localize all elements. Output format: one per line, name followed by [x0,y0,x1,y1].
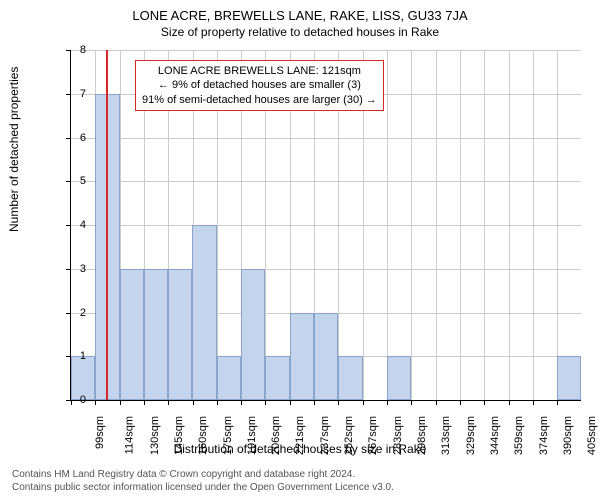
x-tick-mark [460,400,461,405]
grid-line-v [509,50,510,400]
histogram-bar [120,269,144,400]
x-tick-label: 405sqm [586,416,598,455]
grid-line-h [71,138,581,139]
x-tick-label: 359sqm [513,416,525,455]
y-tick-label: 1 [72,350,86,362]
y-tick-mark [66,94,71,95]
y-tick-mark [66,225,71,226]
footer-line-1: Contains HM Land Registry data © Crown c… [12,468,394,481]
grid-line-v [460,50,461,400]
y-tick-mark [66,181,71,182]
x-tick-label: 267sqm [368,416,380,455]
histogram-bar [192,225,217,400]
footer-text: Contains HM Land Registry data © Crown c… [12,468,394,494]
y-tick-label: 7 [72,88,86,100]
histogram-bar [144,269,168,400]
x-tick-mark [95,400,96,405]
grid-line-v [411,50,412,400]
x-tick-label: 99sqm [94,416,106,449]
histogram-bar [217,356,241,400]
annotation-line-1: LONE ACRE BREWELLS LANE: 121sqm [142,64,377,78]
x-tick-mark [265,400,266,405]
x-tick-mark [411,400,412,405]
y-tick-label: 0 [72,394,86,406]
x-tick-label: 374sqm [538,416,550,455]
annotation-box: LONE ACRE BREWELLS LANE: 121sqm ← 9% of … [135,60,384,111]
grid-line-v [557,50,558,400]
chart-title: LONE ACRE, BREWELLS LANE, RAKE, LISS, GU… [0,0,600,23]
x-tick-label: 114sqm [124,416,136,454]
x-tick-mark [363,400,364,405]
x-tick-mark [217,400,218,405]
x-tick-mark [314,400,315,405]
x-tick-mark [241,400,242,405]
y-tick-label: 2 [72,307,86,319]
x-tick-mark [533,400,534,405]
y-tick-label: 8 [72,44,86,56]
annotation-line-3: 91% of semi-detached houses are larger (… [142,93,377,107]
histogram-bar [265,356,290,400]
x-tick-label: 298sqm [416,416,428,455]
histogram-bar [338,356,363,400]
x-tick-mark [557,400,558,405]
grid-line-h [71,225,581,226]
x-tick-mark [338,400,339,405]
histogram-bar [387,356,411,400]
x-tick-mark [436,400,437,405]
histogram-bar [168,269,192,400]
x-tick-mark [387,400,388,405]
x-tick-mark [484,400,485,405]
marker-line [106,50,108,400]
x-tick-label: 283sqm [392,416,404,455]
x-tick-label: 313sqm [440,416,452,455]
x-tick-mark [120,400,121,405]
x-tick-label: 221sqm [295,416,307,455]
x-tick-label: 160sqm [197,416,209,455]
x-tick-mark [290,400,291,405]
y-axis-label: Number of detached properties [7,67,21,232]
grid-line-v [533,50,534,400]
chart-container: LONE ACRE, BREWELLS LANE, RAKE, LISS, GU… [0,0,600,500]
x-tick-label: 206sqm [270,416,282,455]
grid-line-v [387,50,388,400]
y-tick-label: 6 [72,132,86,144]
annotation-line-2: ← 9% of detached houses are smaller (3) [142,78,377,92]
y-tick-label: 5 [72,175,86,187]
grid-line-v [436,50,437,400]
x-tick-mark [144,400,145,405]
x-tick-label: 329sqm [465,416,477,455]
histogram-bar [557,356,581,400]
y-tick-mark [66,50,71,51]
grid-line-v [484,50,485,400]
x-tick-label: 130sqm [149,416,161,455]
x-tick-label: 175sqm [222,416,234,455]
y-tick-label: 4 [72,219,86,231]
y-tick-mark [66,313,71,314]
histogram-bar [290,313,314,401]
histogram-bar [314,313,338,401]
x-tick-mark [168,400,169,405]
x-tick-label: 252sqm [343,416,355,455]
grid-line-h [71,181,581,182]
grid-line-h [71,50,581,51]
x-tick-mark [509,400,510,405]
x-tick-label: 237sqm [319,416,331,455]
chart-subtitle: Size of property relative to detached ho… [0,23,600,39]
x-tick-label: 191sqm [246,416,258,455]
x-tick-label: 344sqm [489,416,501,455]
y-tick-mark [66,138,71,139]
y-tick-mark [66,269,71,270]
x-tick-label: 145sqm [173,416,185,455]
x-tick-mark [193,400,194,405]
y-tick-label: 3 [72,263,86,275]
histogram-bar [241,269,265,400]
footer-line-2: Contains public sector information licen… [12,481,394,494]
x-tick-label: 390sqm [562,416,574,455]
